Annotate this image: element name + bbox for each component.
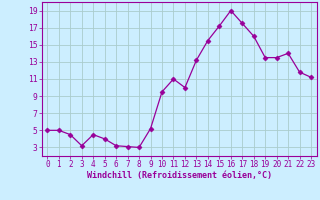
X-axis label: Windchill (Refroidissement éolien,°C): Windchill (Refroidissement éolien,°C) bbox=[87, 171, 272, 180]
